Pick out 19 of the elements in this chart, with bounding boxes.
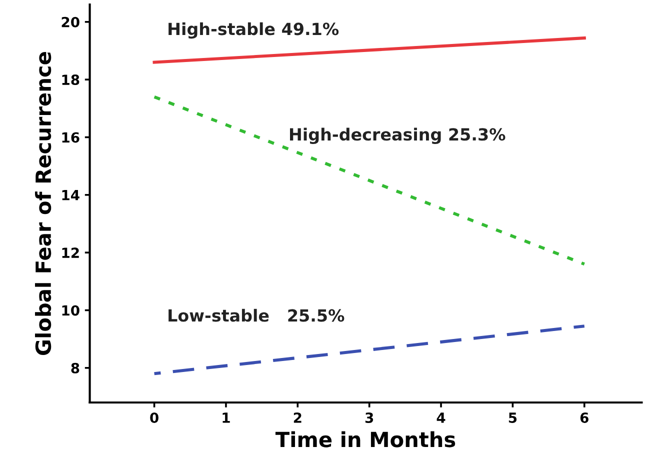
x-axis-title: Time in Months	[275, 431, 456, 448]
y-tick-label: 14	[62, 190, 80, 200]
x-tick-label: 5	[508, 412, 517, 423]
series-label: High-decreasing 25.3%	[290, 128, 506, 144]
series-label: Low-stable 25.5%	[168, 308, 344, 322]
x-tick-label: 0	[150, 412, 158, 423]
y-tick-label: 20	[62, 16, 80, 28]
y-tick-label: 10	[62, 305, 80, 316]
x-tick-label: 4	[436, 412, 446, 423]
y-tick-label: 8	[71, 362, 80, 374]
x-tick-label: 3	[365, 412, 374, 423]
y-tick-label: 18	[62, 74, 80, 86]
y-tick-label: 16	[62, 132, 80, 143]
y-axis-title: Global Fear of Recurrence	[35, 52, 52, 356]
series-label: High-stable 49.1%	[168, 22, 339, 39]
x-tick-label: 6	[580, 412, 588, 423]
y-tick-label: 12	[62, 248, 79, 258]
x-tick-label: 1	[222, 412, 230, 423]
x-tick-label: 2	[294, 412, 302, 423]
